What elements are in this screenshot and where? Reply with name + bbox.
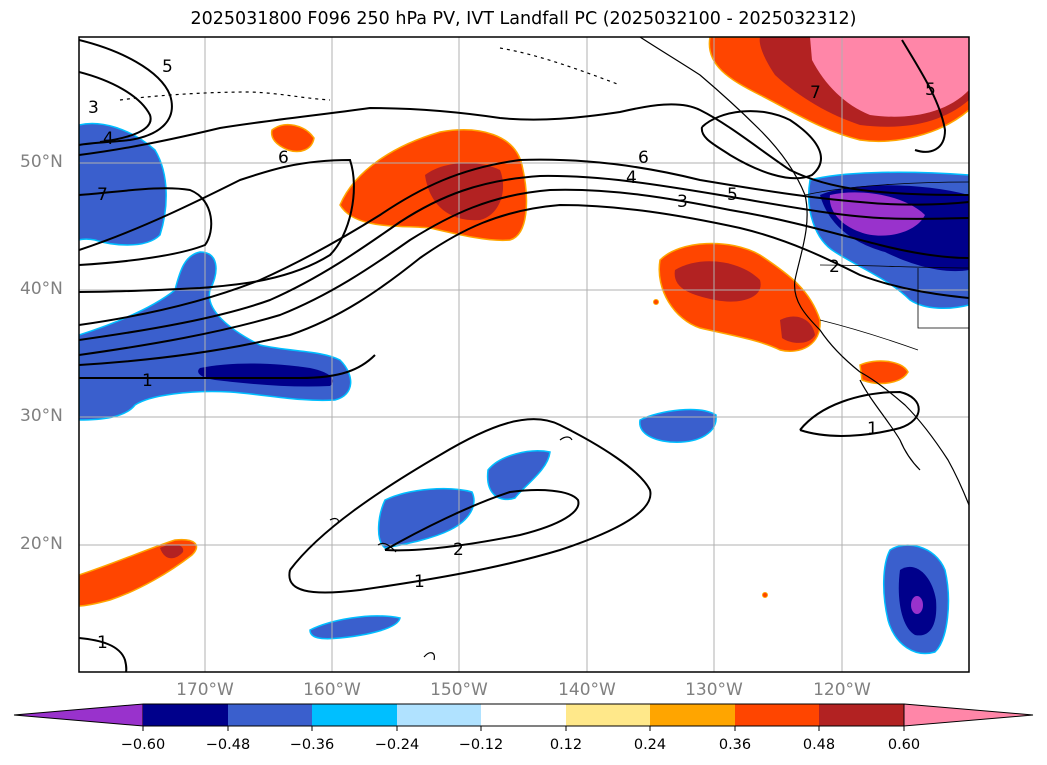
neg-region-hawaii-b [486, 450, 551, 501]
contour-label: 1 [142, 371, 153, 391]
contour-label: 2 [453, 540, 464, 560]
colorbar-tick-label: 0.48 [802, 737, 836, 753]
pv-contours [79, 39, 969, 672]
pos-dot-b [762, 592, 768, 598]
neg-region-hawaii-a [377, 488, 475, 549]
colorbar-seg-3 [312, 704, 397, 726]
colorbar-seg-10 [903, 703, 1034, 727]
colorbar-tick-label: 0.12 [549, 737, 583, 753]
colorbar-tick-label: 0.36 [718, 737, 752, 753]
positive-pv-regions [79, 37, 969, 607]
colorbar-tick-label: −0.36 [289, 737, 335, 753]
colorbar-seg-7 [650, 704, 735, 726]
colorbar-seg-1 [143, 704, 228, 726]
colorbar-seg-6 [566, 704, 650, 726]
map-frame [78, 36, 970, 673]
contour-label: 4 [103, 129, 114, 149]
neg-region-central [639, 408, 717, 443]
colorbar-tick-label: 0.24 [633, 737, 667, 753]
neg-region-nw [79, 122, 167, 246]
colorbar-seg-0 [13, 703, 144, 727]
colorbar-tick-label: 0.60 [887, 737, 921, 753]
contour-label: 5 [727, 185, 738, 205]
contour-label: 3 [677, 192, 688, 212]
contour-label: 2 [829, 257, 840, 277]
pos-core-sw [160, 544, 184, 559]
contour-label: 1 [97, 633, 108, 653]
neg-center-pacnw [829, 192, 925, 236]
lon-label-120w: 120°W [813, 680, 871, 700]
colorbar-seg-4 [397, 704, 481, 726]
contour-labels: 5 3 4 7 6 6 4 3 5 7 5 2 1 1 2 1 1 [88, 57, 936, 653]
contour-label: 1 [414, 572, 425, 592]
contour-label: 6 [278, 148, 289, 168]
lat-label-30n: 30°N [20, 406, 63, 426]
pos-core-central-east [674, 261, 761, 302]
contour-label: 1 [867, 419, 878, 439]
coastlines [119, 37, 969, 661]
lon-label-170w: 170°W [176, 680, 234, 700]
contour-label: 3 [88, 98, 99, 118]
lat-label-40n: 40°N [20, 279, 63, 299]
lon-label-150w: 150°W [430, 680, 488, 700]
lon-label-140w: 140°W [558, 680, 616, 700]
neg-center-se [911, 596, 923, 614]
lon-label-160w: 160°W [303, 680, 361, 700]
colorbar-seg-8 [735, 704, 819, 726]
colorbar-seg-2 [228, 704, 312, 726]
colorbar-seg-5 [481, 704, 566, 726]
pos-region-small-north [270, 123, 315, 153]
neg-core-west-band [198, 363, 334, 387]
lat-label-20n: 20°N [20, 534, 63, 554]
contour-label: 6 [638, 148, 649, 168]
colorbar-seg-9 [819, 704, 904, 726]
negative-pv-regions [79, 122, 969, 655]
pos-dot-a [653, 299, 659, 305]
contour-label: 5 [162, 57, 173, 77]
colorbar-tick-label: −0.60 [120, 737, 166, 753]
lon-label-130w: 130°W [685, 680, 743, 700]
contour-label: 7 [97, 185, 108, 205]
lat-label-50n: 50°N [20, 152, 63, 172]
pos-core-central-east-b [780, 316, 815, 343]
contour-label: 4 [626, 168, 637, 188]
pos-peak-ne [810, 37, 969, 117]
contour-label: 5 [925, 80, 936, 100]
pos-region-baja [859, 360, 909, 385]
colorbar-tick-label: −0.24 [374, 737, 420, 753]
colorbar-tick-label: −0.12 [458, 737, 504, 753]
contour-label: 7 [810, 83, 821, 103]
colorbar-tick-label: −0.48 [205, 737, 251, 753]
map-title: 2025031800 F096 250 hPa PV, IVT Landfall… [190, 9, 857, 29]
pos-core-central-north [425, 163, 504, 221]
colorbar [13, 703, 1034, 731]
